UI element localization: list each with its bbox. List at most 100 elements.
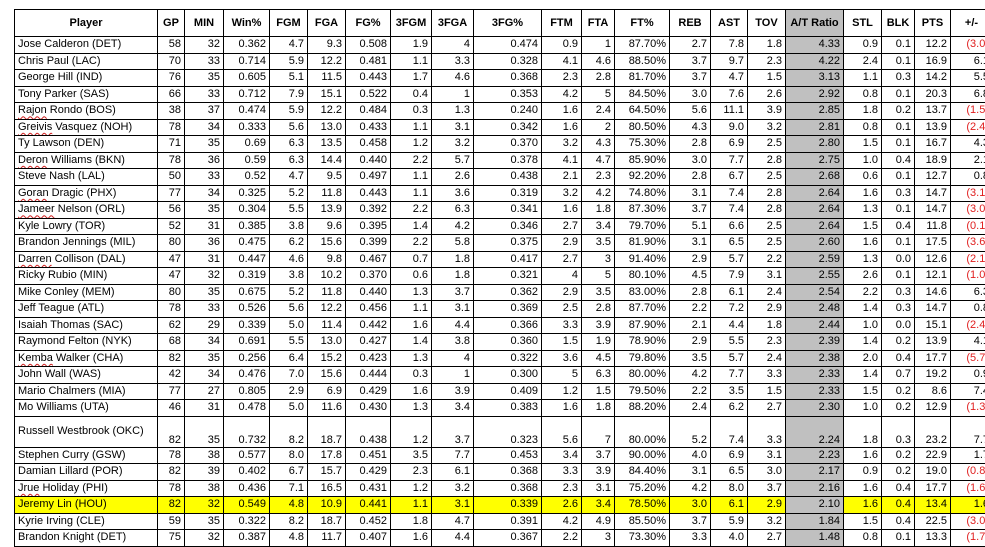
cell-3fg: 0.366	[474, 317, 542, 334]
cell-ft: 78.90%	[615, 334, 670, 351]
cell-3fgm: 1.7	[391, 70, 432, 87]
cell-stl: 1.4	[844, 334, 882, 351]
cell-fta: 3.4	[582, 497, 615, 514]
cell-stl: 1.6	[844, 497, 882, 514]
cell-tov: 2.3	[748, 53, 786, 70]
cell-tov: 3.3	[748, 416, 786, 447]
cell-gp: 75	[158, 530, 185, 547]
cell-a-t-ratio: 2.81	[786, 119, 844, 136]
cell-min: 34	[185, 334, 224, 351]
cell-fg: 0.440	[346, 284, 391, 301]
cell-ft: 80.10%	[615, 268, 670, 285]
cell-: (3.0)	[951, 513, 985, 530]
cell-a-t-ratio: 2.64	[786, 218, 844, 235]
cell-fga: 15.6	[308, 235, 346, 252]
cell-win: 0.69	[224, 136, 270, 153]
cell-gp: 78	[158, 480, 185, 497]
cell-ast: 7.8	[711, 37, 748, 54]
cell-tov: 2.7	[748, 530, 786, 547]
cell-3fg: 0.369	[474, 301, 542, 318]
cell-fgm: 6.2	[270, 235, 308, 252]
cell-fgm: 3.8	[270, 218, 308, 235]
cell-reb: 4.3	[670, 119, 711, 136]
cell-min: 32	[185, 497, 224, 514]
cell-3fgm: 0.6	[391, 268, 432, 285]
cell-fg: 0.481	[346, 53, 391, 70]
cell-3fga: 3.4	[432, 400, 474, 417]
cell-ast: 6.1	[711, 284, 748, 301]
cell-reb: 3.1	[670, 185, 711, 202]
cell-stl: 1.8	[844, 416, 882, 447]
cell-ast: 7.7	[711, 152, 748, 169]
cell-: 4.1	[951, 334, 985, 351]
cell-fta: 1.5	[582, 383, 615, 400]
cell-3fg: 0.240	[474, 103, 542, 120]
cell-3fg: 0.300	[474, 367, 542, 384]
cell-stl: 0.9	[844, 464, 882, 481]
cell-reb: 2.4	[670, 400, 711, 417]
cell-ft: 88.50%	[615, 53, 670, 70]
cell-ast: 3.5	[711, 383, 748, 400]
player-rest-name: Dragic (PHX)	[49, 187, 117, 199]
cell-ft: 87.30%	[615, 202, 670, 219]
cell-fga: 10.9	[308, 497, 346, 514]
cell-pts: 23.2	[915, 416, 951, 447]
cell-3fgm: 1.1	[391, 169, 432, 186]
cell-3fga: 3.7	[432, 284, 474, 301]
column-header-reb: REB	[670, 10, 711, 37]
cell-fg: 0.370	[346, 268, 391, 285]
column-header-fta: FTA	[582, 10, 615, 37]
cell-fgm: 5.6	[270, 301, 308, 318]
cell-fg: 0.395	[346, 218, 391, 235]
cell-fg: 0.430	[346, 400, 391, 417]
cell-3fg: 0.323	[474, 416, 542, 447]
player-name-cell: Mike Conley (MEM)	[15, 284, 158, 301]
cell-fga: 12.2	[308, 103, 346, 120]
cell-fta: 2.8	[582, 70, 615, 87]
cell-ftm: 3.3	[542, 317, 582, 334]
cell-pts: 18.9	[915, 152, 951, 169]
player-name-cell: Ty Lawson (DEN)	[15, 136, 158, 153]
cell-: 6.3	[951, 284, 985, 301]
cell-ftm: 2.9	[542, 235, 582, 252]
cell-reb: 4.2	[670, 367, 711, 384]
cell-: (0.8)	[951, 464, 985, 481]
cell-tov: 2.2	[748, 251, 786, 268]
cell-ast: 7.4	[711, 185, 748, 202]
cell-3fg: 0.375	[474, 235, 542, 252]
cell-gp: 71	[158, 136, 185, 153]
cell-3fga: 1.8	[432, 251, 474, 268]
cell-blk: 0.1	[882, 169, 915, 186]
cell-3fgm: 2.2	[391, 235, 432, 252]
cell-fgm: 4.6	[270, 251, 308, 268]
column-header-fgm: FGM	[270, 10, 308, 37]
cell-: (5.7)	[951, 350, 985, 367]
cell-blk: 0.3	[882, 185, 915, 202]
cell-3fgm: 0.3	[391, 367, 432, 384]
cell-ftm: 2.9	[542, 284, 582, 301]
cell-3fg: 0.342	[474, 119, 542, 136]
player-first-name: Kemba	[18, 352, 53, 364]
cell-fta: 5	[582, 268, 615, 285]
cell-blk: 0.1	[882, 268, 915, 285]
cell-tov: 3.2	[748, 513, 786, 530]
cell-fg: 0.458	[346, 136, 391, 153]
cell-3fgm: 2.3	[391, 464, 432, 481]
cell-tov: 3.3	[748, 367, 786, 384]
cell-blk: 0.4	[882, 497, 915, 514]
cell-3fg: 0.353	[474, 86, 542, 103]
cell-stl: 0.6	[844, 169, 882, 186]
cell-a-t-ratio: 3.13	[786, 70, 844, 87]
cell-: 6.1	[951, 53, 985, 70]
cell-fga: 9.8	[308, 251, 346, 268]
cell-ast: 4.0	[711, 530, 748, 547]
cell-ast: 5.7	[711, 350, 748, 367]
cell-ast: 6.5	[711, 235, 748, 252]
cell-3fga: 3.9	[432, 383, 474, 400]
cell-fga: 15.7	[308, 464, 346, 481]
cell-3fg: 0.360	[474, 334, 542, 351]
